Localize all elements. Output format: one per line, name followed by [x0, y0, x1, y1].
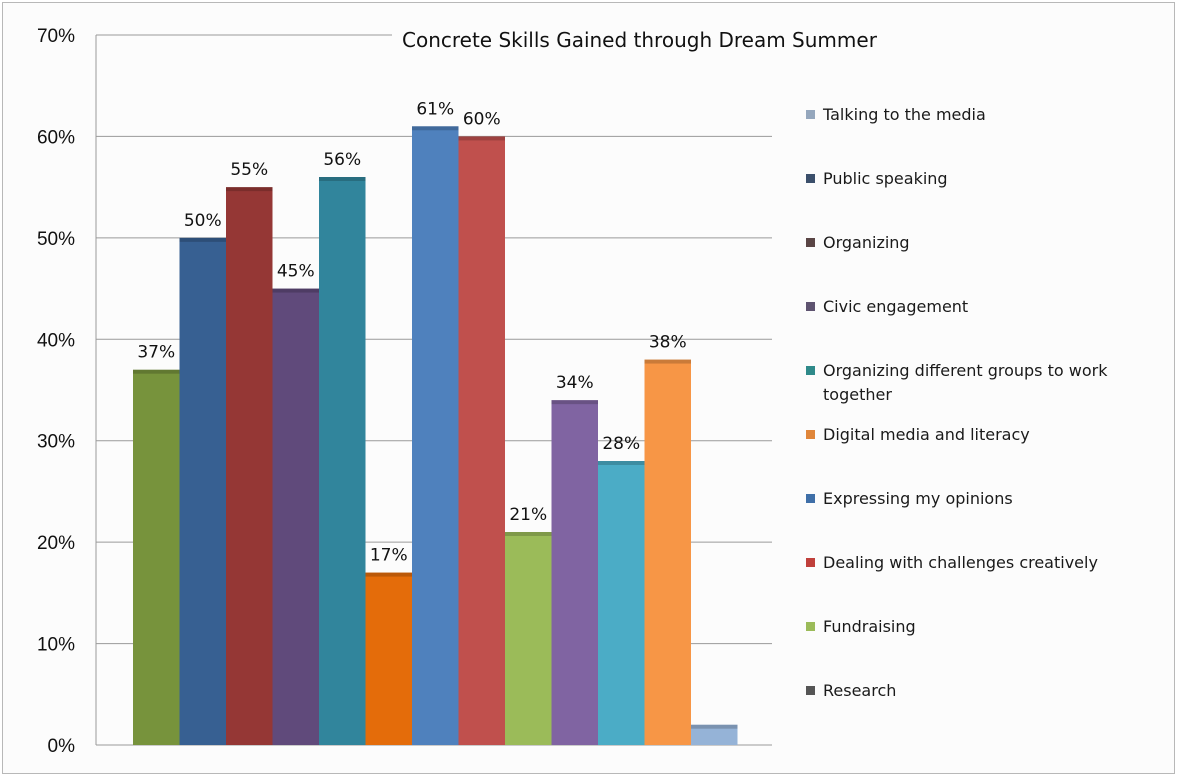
data-label: 60% [463, 109, 501, 129]
legend-swatch [806, 302, 815, 311]
legend: Talking to the media Public speaking Organ… [806, 105, 1108, 700]
legend-swatch [806, 558, 815, 567]
bar [458, 136, 505, 745]
legend-swatch [806, 366, 815, 375]
bar [598, 461, 645, 745]
data-labels: 37% 50% 55% 45% 56% 17% 61% 60% 21% 34% 28% 38% [137, 99, 686, 565]
legend-label: Talking to the media [822, 105, 986, 124]
bar [319, 177, 366, 745]
bar [691, 724, 738, 745]
bar-top-edge [133, 369, 180, 374]
bar [551, 400, 598, 745]
bar-top-edge [505, 532, 552, 536]
y-tick-label: 70% [37, 26, 75, 47]
y-tick-label: 50% [37, 229, 75, 250]
bar-top-edge [179, 237, 226, 242]
y-tick-label: 30% [37, 432, 75, 453]
legend-label: Fundraising [823, 617, 916, 636]
data-label: 55% [230, 160, 268, 180]
bar-top-edge [691, 724, 738, 729]
data-label: 17% [370, 546, 408, 566]
title-background [392, 22, 992, 58]
legend-swatch [806, 622, 815, 631]
bar [272, 288, 319, 745]
bar-top-edge [644, 359, 691, 364]
legend-label: Public speaking [823, 169, 948, 188]
y-tick-label: 60% [37, 127, 75, 148]
y-tick-label: 20% [37, 533, 75, 554]
legend-label: Dealing with challenges creatively [823, 553, 1098, 572]
legend-label: Organizing different groups to work toget… [823, 361, 1108, 404]
data-label: 50% [184, 211, 222, 231]
legend-label: Digital media and literacy [823, 425, 1030, 444]
bar-top-edge [598, 461, 645, 465]
legend-swatch [806, 494, 815, 503]
data-label: 61% [416, 99, 454, 119]
legend-label: Organizing [823, 233, 910, 252]
data-label: 56% [323, 150, 361, 170]
data-label: 45% [277, 262, 315, 282]
bar-top-edge [272, 288, 319, 293]
legend-swatch [806, 174, 815, 183]
y-tick-label: 10% [37, 635, 75, 656]
legend-swatch [806, 430, 815, 439]
bar [133, 369, 180, 745]
bar [226, 187, 273, 746]
bar [179, 237, 226, 745]
chart-title: Concrete Skills Gained through Dream Sum… [402, 28, 878, 52]
legend-swatch [806, 238, 815, 247]
bar-top-edge [365, 572, 412, 577]
bars [133, 126, 738, 746]
bar-top-edge [412, 126, 459, 131]
y-tick-label: 40% [37, 330, 75, 351]
legend-swatch [806, 110, 815, 119]
bar [365, 572, 412, 745]
legend-label: Civic engagement [823, 297, 968, 316]
bar [644, 359, 691, 745]
bar-top-edge [226, 187, 273, 192]
data-label: 28% [602, 434, 640, 454]
data-label: 34% [556, 373, 594, 393]
bar-top-edge [458, 136, 505, 141]
legend-swatch [806, 686, 815, 695]
legend-label: Research [823, 681, 896, 700]
bar-top-edge [551, 400, 598, 405]
bar-top-edge [319, 177, 366, 181]
bar [505, 532, 552, 745]
y-axis-ticks: 0% 10% 20% 30% 40% 50% 60% 70% [37, 26, 75, 757]
y-tick-label: 0% [48, 736, 76, 757]
legend-label: Expressing my opinions [823, 489, 1013, 508]
data-label: 21% [509, 505, 547, 525]
bar [412, 126, 459, 746]
data-label: 38% [649, 333, 687, 353]
data-label: 37% [137, 343, 175, 363]
